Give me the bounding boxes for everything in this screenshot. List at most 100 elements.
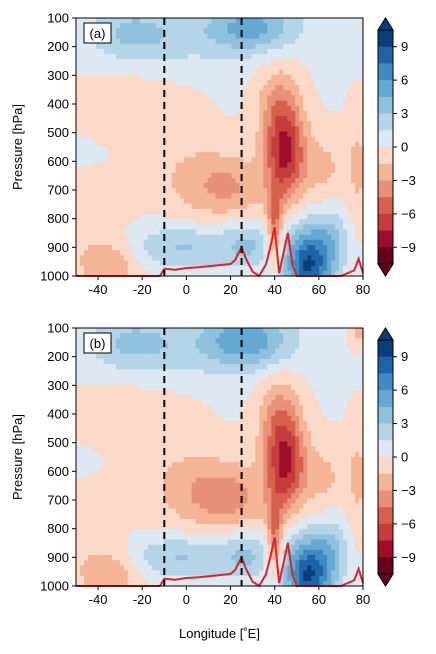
field-cell [323,74,328,81]
field-cell [231,410,237,417]
field-cell [307,64,312,71]
field-cell [287,79,292,86]
field-cell [315,64,320,71]
field-cell [307,364,312,370]
field-cell [307,152,312,158]
field-cell [143,395,149,401]
y-tick-label: 900 [47,240,69,255]
field-cell [299,90,304,96]
field-cell [351,183,356,189]
field-cell [175,260,181,267]
field-cell [167,405,173,412]
field-cell [339,260,344,267]
field-cell [99,193,105,200]
field-cell [243,162,249,169]
field-cell [131,234,137,241]
field-cell [283,260,288,267]
field-cell [87,410,93,417]
field-cell [211,255,217,262]
field-cell [219,389,225,396]
field-cell [231,343,237,350]
field-cell [259,333,264,339]
field-cell [195,126,201,133]
field-cell [339,333,344,339]
field-cell [131,415,137,422]
field-cell [175,18,181,24]
field-cell [311,110,316,117]
field-cell [315,69,320,76]
field-cell [287,374,292,381]
field-cell [215,48,221,55]
field-cell [347,85,352,91]
field-cell [351,90,356,96]
field-cell [259,224,264,231]
field-cell [283,214,288,220]
field-cell [211,23,217,29]
field-cell [151,379,157,386]
field-cell [76,141,81,148]
field-cell [151,131,157,138]
field-cell [267,234,272,241]
field-cell [163,23,169,29]
field-cell [123,208,129,215]
field-cell [327,136,332,143]
field-cell [115,183,121,189]
field-cell [319,95,324,102]
field-cell [223,410,229,417]
field-cell [151,395,157,401]
field-cell [263,353,268,360]
field-cell [203,95,209,102]
field-cell [167,348,173,355]
field-cell [143,121,149,127]
field-cell [271,85,276,91]
field-cell [339,379,344,386]
field-cell [123,141,129,148]
field-cell [235,198,241,205]
field-cell [215,167,221,174]
field-cell [227,333,233,339]
field-cell [359,100,364,107]
field-cell [263,69,268,76]
field-cell [191,43,197,50]
field-cell [167,172,173,179]
field-cell [315,353,320,360]
field-cell [335,38,340,45]
field-cell [243,74,249,81]
field-cell [331,400,336,406]
field-cell [119,338,125,345]
field-cell [175,420,181,427]
field-cell [335,389,340,396]
field-cell [155,147,161,153]
field-cell [91,64,97,71]
field-cell [239,333,245,339]
field-cell [231,333,237,339]
field-cell [143,157,149,164]
field-cell [167,74,173,81]
field-cell [139,74,145,81]
field-cell [315,85,320,91]
field-cell [303,405,308,412]
field-cell [139,328,145,334]
field-cell [283,136,288,143]
field-cell [315,110,320,117]
field-cell [307,208,312,215]
field-cell [283,250,288,256]
field-cell [351,105,356,112]
field-cell [291,172,296,179]
field-cell [127,270,133,277]
field-cell [183,172,189,179]
field-cell [327,193,332,200]
field-cell [339,255,344,262]
field-cell [91,379,97,386]
field-cell [199,364,205,370]
field-cell [271,265,276,272]
field-cell [303,59,308,66]
field-cell [207,100,213,107]
field-cell [359,410,364,417]
field-cell [223,162,229,169]
field-cell [119,224,125,231]
field-cell [135,234,141,241]
field-cell [263,110,268,117]
field-cell [111,374,117,381]
field-cell [135,28,141,35]
